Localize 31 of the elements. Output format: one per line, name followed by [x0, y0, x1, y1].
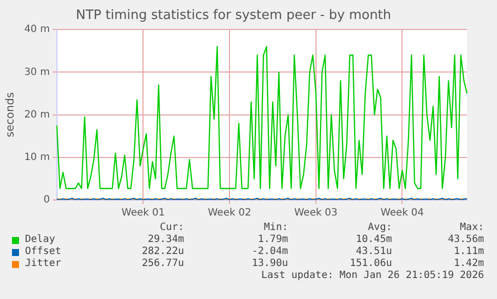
text: 1.42m [452, 258, 484, 270]
y-tick-label: 30 m [24, 66, 50, 78]
text: Cur: [158, 222, 184, 234]
x-tick-label: Week 04 [380, 208, 424, 219]
y-tick-label: 20 m [24, 109, 50, 120]
x-tick-label: Week 03 [294, 208, 338, 219]
text: 43.51u [354, 246, 392, 258]
text: 256.77u [140, 258, 184, 270]
y-tick-label: 10 m [24, 152, 50, 163]
text: 1.79m [256, 234, 288, 246]
text: -2.04m [250, 246, 288, 258]
y-tick-label: 0 [43, 194, 50, 206]
legend-label: Delay [25, 234, 56, 246]
legend-label: Jitter [25, 258, 62, 270]
x-tick-label: Week 01 [122, 208, 165, 219]
chart-title: NTP timing statistics for system peer - by month [76, 8, 392, 24]
legend-label: Offset [25, 246, 62, 258]
y-axis-title: seconds [3, 92, 16, 138]
text: Min: [262, 222, 288, 234]
text: Avg: [366, 222, 392, 234]
text: 10.45m [354, 234, 392, 246]
text: 1.11m [452, 246, 484, 258]
y-tick-label: 40 m [24, 24, 50, 36]
text: 29.34m [146, 234, 184, 246]
text: 13.90u [250, 258, 288, 270]
text: 282.22u [140, 246, 184, 258]
x-tick-label: Week 02 [208, 208, 252, 219]
text: Last update: Mon Jan 26 21:05:19 2026 [260, 270, 484, 282]
text: 151.06u [348, 258, 392, 270]
text: 43.56m [446, 234, 484, 246]
text: Max: [458, 222, 484, 234]
